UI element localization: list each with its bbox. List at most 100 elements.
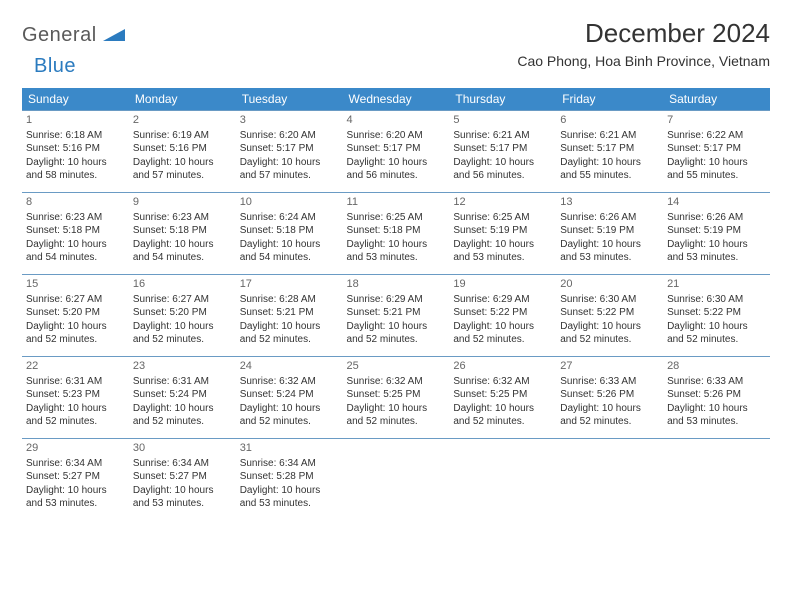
daylight-line: Daylight: 10 hours and 52 minutes. [240, 402, 339, 429]
daylight-line: Daylight: 10 hours and 52 minutes. [453, 320, 552, 347]
sunrise-line: Sunrise: 6:20 AM [240, 129, 339, 143]
calendar-cell [449, 439, 556, 521]
sunrise-line: Sunrise: 6:26 AM [667, 211, 766, 225]
calendar-cell: 8Sunrise: 6:23 AMSunset: 5:18 PMDaylight… [22, 193, 129, 275]
day-number: 5 [453, 113, 552, 128]
daylight-line: Daylight: 10 hours and 52 minutes. [133, 402, 232, 429]
calendar-cell: 6Sunrise: 6:21 AMSunset: 5:17 PMDaylight… [556, 111, 663, 193]
sunrise-line: Sunrise: 6:18 AM [26, 129, 125, 143]
calendar-cell: 19Sunrise: 6:29 AMSunset: 5:22 PMDayligh… [449, 275, 556, 357]
calendar-cell: 1Sunrise: 6:18 AMSunset: 5:16 PMDaylight… [22, 111, 129, 193]
day-number: 31 [240, 441, 339, 456]
sunrise-line: Sunrise: 6:25 AM [453, 211, 552, 225]
day-number: 20 [560, 277, 659, 292]
sunrise-line: Sunrise: 6:29 AM [453, 293, 552, 307]
daylight-line: Daylight: 10 hours and 52 minutes. [667, 320, 766, 347]
daylight-line: Daylight: 10 hours and 57 minutes. [240, 156, 339, 183]
day-number: 28 [667, 359, 766, 374]
calendar-cell: 4Sunrise: 6:20 AMSunset: 5:17 PMDaylight… [343, 111, 450, 193]
day-number: 10 [240, 195, 339, 210]
day-number: 12 [453, 195, 552, 210]
sunrise-line: Sunrise: 6:31 AM [133, 375, 232, 389]
daylight-line: Daylight: 10 hours and 53 minutes. [667, 238, 766, 265]
brand-word-1: General [22, 24, 97, 47]
sunset-line: Sunset: 5:20 PM [26, 306, 125, 320]
sunset-line: Sunset: 5:26 PM [667, 388, 766, 402]
daylight-line: Daylight: 10 hours and 52 minutes. [133, 320, 232, 347]
calendar-body: 1Sunrise: 6:18 AMSunset: 5:16 PMDaylight… [22, 111, 770, 521]
day-number: 22 [26, 359, 125, 374]
sunrise-line: Sunrise: 6:32 AM [453, 375, 552, 389]
daylight-line: Daylight: 10 hours and 54 minutes. [133, 238, 232, 265]
calendar-cell: 22Sunrise: 6:31 AMSunset: 5:23 PMDayligh… [22, 357, 129, 439]
sunset-line: Sunset: 5:17 PM [560, 142, 659, 156]
day-number: 16 [133, 277, 232, 292]
sunset-line: Sunset: 5:22 PM [453, 306, 552, 320]
calendar-cell: 2Sunrise: 6:19 AMSunset: 5:16 PMDaylight… [129, 111, 236, 193]
weekday-header: Saturday [663, 88, 770, 111]
day-number: 18 [347, 277, 446, 292]
daylight-line: Daylight: 10 hours and 56 minutes. [453, 156, 552, 183]
calendar-cell: 12Sunrise: 6:25 AMSunset: 5:19 PMDayligh… [449, 193, 556, 275]
sunset-line: Sunset: 5:22 PM [560, 306, 659, 320]
sunrise-line: Sunrise: 6:34 AM [133, 457, 232, 471]
sunset-line: Sunset: 5:18 PM [347, 224, 446, 238]
calendar-cell: 7Sunrise: 6:22 AMSunset: 5:17 PMDaylight… [663, 111, 770, 193]
calendar-cell: 21Sunrise: 6:30 AMSunset: 5:22 PMDayligh… [663, 275, 770, 357]
day-number: 19 [453, 277, 552, 292]
calendar-cell: 5Sunrise: 6:21 AMSunset: 5:17 PMDaylight… [449, 111, 556, 193]
sunrise-line: Sunrise: 6:33 AM [667, 375, 766, 389]
weekday-header-row: Sunday Monday Tuesday Wednesday Thursday… [22, 88, 770, 111]
calendar-row: 1Sunrise: 6:18 AMSunset: 5:16 PMDaylight… [22, 111, 770, 193]
daylight-line: Daylight: 10 hours and 52 minutes. [453, 402, 552, 429]
calendar-cell: 3Sunrise: 6:20 AMSunset: 5:17 PMDaylight… [236, 111, 343, 193]
day-number: 26 [453, 359, 552, 374]
calendar-cell: 17Sunrise: 6:28 AMSunset: 5:21 PMDayligh… [236, 275, 343, 357]
calendar-cell: 24Sunrise: 6:32 AMSunset: 5:24 PMDayligh… [236, 357, 343, 439]
calendar-cell: 31Sunrise: 6:34 AMSunset: 5:28 PMDayligh… [236, 439, 343, 521]
weekday-header: Friday [556, 88, 663, 111]
day-number: 8 [26, 195, 125, 210]
sunrise-line: Sunrise: 6:33 AM [560, 375, 659, 389]
sunset-line: Sunset: 5:20 PM [133, 306, 232, 320]
daylight-line: Daylight: 10 hours and 57 minutes. [133, 156, 232, 183]
calendar-cell [556, 439, 663, 521]
daylight-line: Daylight: 10 hours and 52 minutes. [560, 402, 659, 429]
day-number: 15 [26, 277, 125, 292]
sunrise-line: Sunrise: 6:29 AM [347, 293, 446, 307]
day-number: 3 [240, 113, 339, 128]
brand-word-2: Blue [34, 55, 76, 77]
sunrise-line: Sunrise: 6:27 AM [26, 293, 125, 307]
sunrise-line: Sunrise: 6:34 AM [240, 457, 339, 471]
day-number: 11 [347, 195, 446, 210]
sunset-line: Sunset: 5:17 PM [667, 142, 766, 156]
day-number: 2 [133, 113, 232, 128]
daylight-line: Daylight: 10 hours and 53 minutes. [560, 238, 659, 265]
daylight-line: Daylight: 10 hours and 52 minutes. [26, 402, 125, 429]
calendar-cell: 13Sunrise: 6:26 AMSunset: 5:19 PMDayligh… [556, 193, 663, 275]
sunrise-line: Sunrise: 6:32 AM [240, 375, 339, 389]
weekday-header: Wednesday [343, 88, 450, 111]
day-number: 27 [560, 359, 659, 374]
sunrise-line: Sunrise: 6:23 AM [133, 211, 232, 225]
weekday-header: Monday [129, 88, 236, 111]
sunrise-line: Sunrise: 6:28 AM [240, 293, 339, 307]
sunrise-line: Sunrise: 6:30 AM [560, 293, 659, 307]
daylight-line: Daylight: 10 hours and 54 minutes. [26, 238, 125, 265]
sunset-line: Sunset: 5:28 PM [240, 470, 339, 484]
sunset-line: Sunset: 5:18 PM [240, 224, 339, 238]
calendar-cell: 28Sunrise: 6:33 AMSunset: 5:26 PMDayligh… [663, 357, 770, 439]
daylight-line: Daylight: 10 hours and 53 minutes. [26, 484, 125, 511]
sunset-line: Sunset: 5:17 PM [453, 142, 552, 156]
weekday-header: Tuesday [236, 88, 343, 111]
sunset-line: Sunset: 5:17 PM [240, 142, 339, 156]
day-number: 23 [133, 359, 232, 374]
sunrise-line: Sunrise: 6:34 AM [26, 457, 125, 471]
sunset-line: Sunset: 5:18 PM [26, 224, 125, 238]
sunset-line: Sunset: 5:18 PM [133, 224, 232, 238]
sunrise-line: Sunrise: 6:23 AM [26, 211, 125, 225]
day-number: 14 [667, 195, 766, 210]
day-number: 30 [133, 441, 232, 456]
sunset-line: Sunset: 5:17 PM [347, 142, 446, 156]
sunrise-line: Sunrise: 6:22 AM [667, 129, 766, 143]
